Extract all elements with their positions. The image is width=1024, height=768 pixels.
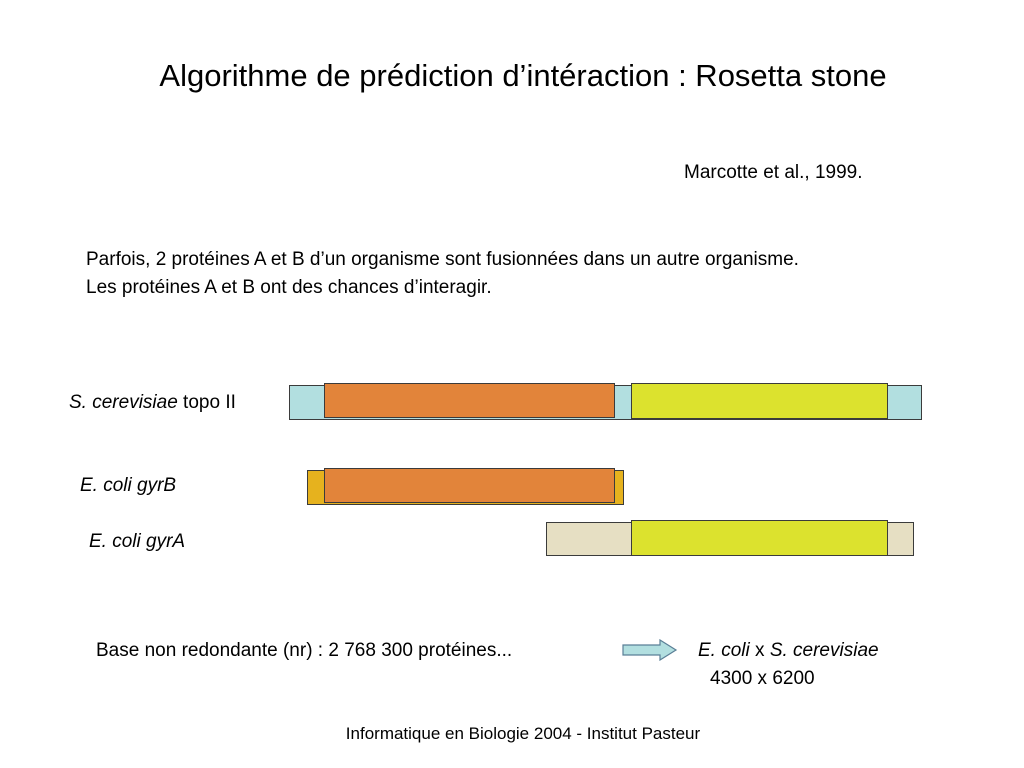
gyrb-domain-a xyxy=(324,468,615,503)
organism-a: E. coli xyxy=(698,640,750,661)
gyrb-name: E. coli gyrB xyxy=(80,475,177,496)
slide-title: Algorithme de prédiction d’intéraction :… xyxy=(159,58,887,93)
protein-count-ratio: 4300 x 6200 xyxy=(710,668,815,689)
label-ecoli-gyrb: E. coli gyrB xyxy=(80,475,176,497)
gyra-domain-b xyxy=(631,520,888,556)
organism-cross: E. coli x S. cerevisiae xyxy=(698,640,879,662)
label-ecoli-gyra: E. coli gyrA xyxy=(89,531,185,553)
intro-line-2: Les protéines A et B ont des chances d’i… xyxy=(86,277,492,298)
right-arrow-icon xyxy=(622,639,678,661)
intro-line-1: Parfois, 2 protéines A et B d’un organis… xyxy=(86,249,799,270)
citation: Marcotte et al., 1999. xyxy=(684,162,863,183)
label-cerevisiae-topo: S. cerevisiae topo II xyxy=(69,392,236,414)
cerevisiae-domain-a xyxy=(324,383,615,418)
gene-name: topo II xyxy=(177,392,236,413)
cross-sign: x xyxy=(749,640,770,661)
cerevisiae-domain-b xyxy=(631,383,888,419)
intro-text: Parfois, 2 protéines A et B d’un organis… xyxy=(86,246,799,302)
footer: Informatique en Biologie 2004 - Institut… xyxy=(345,724,701,743)
gyra-name: E. coli gyrA xyxy=(89,531,186,552)
species-name: S. cerevisiae xyxy=(69,392,178,413)
organism-b: S. cerevisiae xyxy=(769,640,879,661)
database-text: Base non redondante (nr) : 2 768 300 pro… xyxy=(96,640,513,661)
